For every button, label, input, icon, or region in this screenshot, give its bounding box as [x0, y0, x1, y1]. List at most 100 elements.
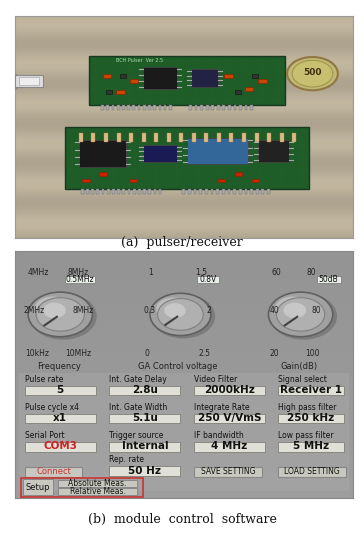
Bar: [142, 134, 146, 143]
Circle shape: [270, 293, 337, 340]
Bar: [194, 442, 265, 452]
Text: Low pass filter: Low pass filter: [278, 431, 333, 440]
Bar: [154, 134, 158, 143]
Bar: [86, 189, 89, 194]
Circle shape: [292, 60, 333, 87]
Text: GA Control voltage: GA Control voltage: [138, 362, 217, 371]
Text: 1.5: 1.5: [195, 268, 207, 277]
Text: (b)  module  control  software: (b) module control software: [88, 513, 276, 526]
Bar: [211, 189, 213, 194]
Text: Serial Port: Serial Port: [25, 431, 64, 440]
Text: 2.5: 2.5: [198, 349, 210, 358]
Bar: [109, 414, 181, 423]
Bar: [91, 189, 94, 194]
Text: 0.5MHz: 0.5MHz: [66, 274, 94, 284]
Circle shape: [156, 297, 190, 321]
Text: Rep. rate: Rep. rate: [109, 455, 145, 464]
Bar: [242, 134, 246, 143]
Bar: [278, 442, 344, 452]
Bar: [228, 189, 230, 194]
Bar: [130, 78, 138, 82]
Circle shape: [36, 297, 84, 331]
Text: 5 MHz: 5 MHz: [293, 442, 329, 451]
Bar: [102, 189, 104, 194]
Text: Integrate Rate: Integrate Rate: [194, 403, 250, 412]
Text: 5.1u: 5.1u: [132, 413, 158, 423]
Text: 4 MHz: 4 MHz: [211, 442, 248, 451]
Bar: [149, 189, 151, 194]
Bar: [66, 127, 309, 189]
Bar: [19, 373, 349, 491]
Bar: [79, 134, 83, 143]
Text: 0: 0: [145, 349, 150, 358]
Bar: [194, 189, 197, 194]
Bar: [258, 78, 267, 82]
Text: 8MHz: 8MHz: [73, 307, 94, 316]
Bar: [109, 466, 181, 476]
Bar: [187, 138, 248, 164]
Text: 10MHz: 10MHz: [66, 349, 92, 358]
Text: 50dB: 50dB: [319, 274, 339, 284]
Text: SAVE SETTING: SAVE SETTING: [201, 467, 255, 476]
Bar: [65, 276, 95, 282]
Text: 50 Hz: 50 Hz: [128, 466, 161, 476]
Bar: [229, 134, 233, 143]
Circle shape: [158, 299, 203, 330]
Bar: [164, 105, 166, 110]
Text: (a)  pulser/receiver: (a) pulser/receiver: [121, 236, 243, 249]
Bar: [138, 105, 141, 110]
Bar: [143, 145, 177, 162]
Bar: [103, 74, 111, 78]
Bar: [188, 189, 191, 194]
Text: 2000kHz: 2000kHz: [204, 385, 255, 395]
Text: Signal select: Signal select: [278, 374, 327, 383]
Text: Gain(dB): Gain(dB): [280, 362, 317, 371]
Bar: [194, 414, 265, 423]
Text: 4MHz: 4MHz: [27, 268, 49, 277]
Circle shape: [269, 292, 333, 337]
Text: Video Filter: Video Filter: [194, 374, 237, 383]
Text: Relative Meas.: Relative Meas.: [70, 488, 126, 496]
Bar: [116, 134, 120, 143]
Bar: [317, 276, 341, 282]
Bar: [122, 189, 125, 194]
Bar: [101, 105, 104, 110]
Bar: [19, 77, 39, 85]
Bar: [245, 189, 247, 194]
Text: Pulse cycle x4: Pulse cycle x4: [25, 403, 79, 412]
Text: 250 V/VmS: 250 V/VmS: [198, 413, 261, 423]
Bar: [89, 56, 285, 105]
Bar: [109, 442, 181, 452]
Bar: [280, 134, 284, 143]
Text: Absolute Meas.: Absolute Meas.: [68, 479, 127, 488]
Bar: [130, 179, 137, 182]
Bar: [58, 488, 138, 496]
Bar: [21, 478, 143, 497]
Bar: [128, 189, 130, 194]
Bar: [81, 189, 84, 194]
Bar: [25, 414, 96, 423]
Text: 40: 40: [269, 307, 279, 316]
Circle shape: [35, 296, 70, 321]
Bar: [245, 105, 248, 110]
Bar: [153, 105, 156, 110]
Bar: [25, 467, 82, 476]
Text: COM3: COM3: [43, 442, 77, 451]
Text: 1: 1: [148, 268, 153, 277]
Circle shape: [151, 294, 215, 339]
Bar: [197, 276, 219, 282]
Circle shape: [43, 303, 66, 318]
Bar: [278, 414, 344, 423]
Bar: [129, 134, 133, 143]
Circle shape: [164, 303, 186, 318]
Text: Frequency: Frequency: [37, 362, 81, 371]
Text: LOAD SETTING: LOAD SETTING: [284, 467, 340, 476]
Bar: [104, 134, 108, 143]
Bar: [206, 105, 209, 110]
Bar: [143, 105, 146, 110]
Text: Connect: Connect: [36, 467, 71, 476]
Text: Pulse rate: Pulse rate: [25, 374, 63, 383]
Bar: [222, 189, 225, 194]
Text: 8MHz: 8MHz: [67, 268, 88, 277]
Bar: [245, 88, 253, 91]
